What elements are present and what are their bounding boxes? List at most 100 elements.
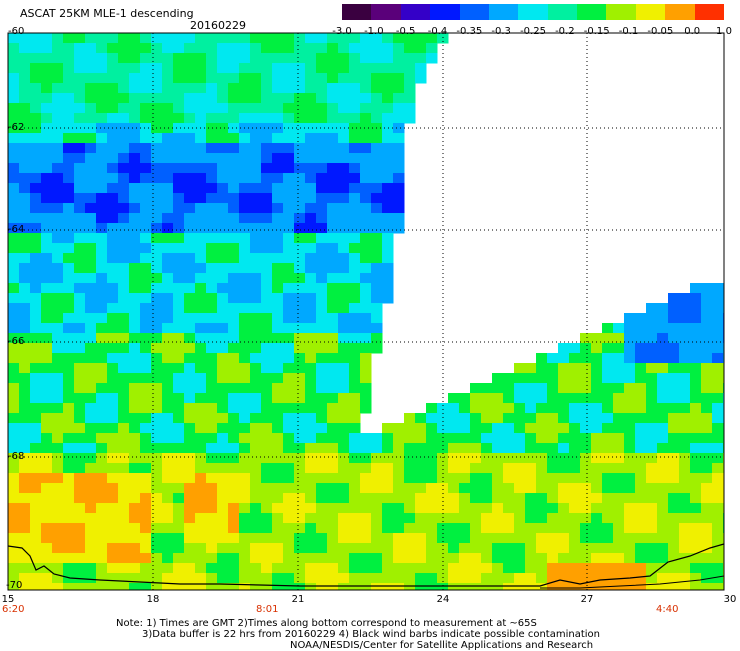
data-cell (217, 113, 229, 124)
data-cell (217, 513, 229, 524)
data-cell (470, 503, 482, 514)
data-cell (261, 103, 273, 114)
data-cell (107, 373, 119, 384)
data-cell (613, 363, 625, 374)
data-cell (492, 403, 504, 414)
data-cell (536, 443, 548, 454)
data-cell (481, 473, 493, 484)
data-cell (8, 403, 20, 414)
data-cell (668, 423, 680, 434)
data-cell (206, 543, 218, 554)
data-cell (228, 93, 240, 104)
data-cell (371, 243, 383, 254)
data-cell (206, 333, 218, 344)
data-cell (305, 143, 317, 154)
data-cell (272, 393, 284, 404)
data-cell (74, 223, 86, 234)
data-cell (624, 333, 636, 344)
data-cell (536, 513, 548, 524)
data-cell (646, 543, 658, 554)
data-cell (63, 163, 75, 174)
data-cell (85, 573, 97, 584)
data-cell (19, 113, 31, 124)
data-cell (349, 533, 361, 544)
data-cell (338, 263, 350, 274)
data-cell (360, 253, 372, 264)
data-cell (151, 323, 163, 334)
data-cell (272, 433, 284, 444)
data-cell (85, 273, 97, 284)
data-cell (690, 443, 702, 454)
data-cell (624, 373, 636, 384)
data-cell (690, 373, 702, 384)
data-cell (239, 373, 251, 384)
data-cell (294, 63, 306, 74)
data-cell (217, 343, 229, 354)
colorbar-segment (342, 4, 372, 20)
data-cell (723, 423, 724, 434)
data-cell (195, 263, 207, 274)
data-cell (63, 523, 75, 534)
data-cell (140, 563, 152, 574)
data-cell (74, 213, 86, 224)
data-cell (162, 333, 174, 344)
data-cell (514, 463, 526, 474)
data-cell (239, 243, 251, 254)
data-cell (162, 193, 174, 204)
data-cell (118, 203, 130, 214)
data-cell (679, 323, 691, 334)
data-cell (294, 483, 306, 494)
data-cell (327, 493, 339, 504)
data-cell (646, 473, 658, 484)
data-cell (679, 483, 691, 494)
data-cell (316, 223, 328, 234)
data-cell (195, 213, 207, 224)
data-cell (52, 53, 64, 64)
data-cell (415, 53, 427, 64)
data-cell (162, 353, 174, 364)
data-cell (173, 583, 185, 590)
data-cell (195, 73, 207, 84)
data-cell (129, 423, 141, 434)
data-cell (272, 223, 284, 234)
data-cell (206, 293, 218, 304)
data-cell (668, 453, 680, 464)
data-cell (316, 103, 328, 114)
data-cell (723, 363, 724, 374)
data-cell (195, 493, 207, 504)
time-label-start: 6:20 (2, 604, 25, 615)
data-cell (41, 583, 53, 590)
data-cell (140, 383, 152, 394)
data-cell (129, 403, 141, 414)
colorbar-segment (606, 4, 637, 20)
data-cell (294, 573, 306, 584)
data-cell (382, 483, 394, 494)
data-cell (371, 33, 383, 44)
data-cell (382, 43, 394, 54)
data-cell (8, 553, 20, 564)
data-cell (195, 473, 207, 484)
data-cell (316, 563, 328, 574)
data-cell (602, 533, 614, 544)
lon-label-24: 24 (436, 594, 450, 605)
data-cell (657, 543, 669, 554)
data-cell (118, 523, 130, 534)
data-cell (305, 503, 317, 514)
data-cell (41, 183, 53, 194)
data-cell (228, 513, 240, 524)
data-cell (448, 543, 460, 554)
data-cell (558, 533, 570, 544)
data-cell (580, 363, 592, 374)
data-cell (382, 63, 394, 74)
data-cell (96, 333, 108, 344)
data-cell (228, 183, 240, 194)
data-cell (151, 463, 163, 474)
data-cell (250, 443, 262, 454)
data-cell (250, 403, 262, 414)
data-cell (107, 363, 119, 374)
data-cell (294, 393, 306, 404)
data-cell (85, 183, 97, 194)
data-cell (206, 373, 218, 384)
data-cell (305, 583, 317, 590)
data-cell (228, 583, 240, 590)
